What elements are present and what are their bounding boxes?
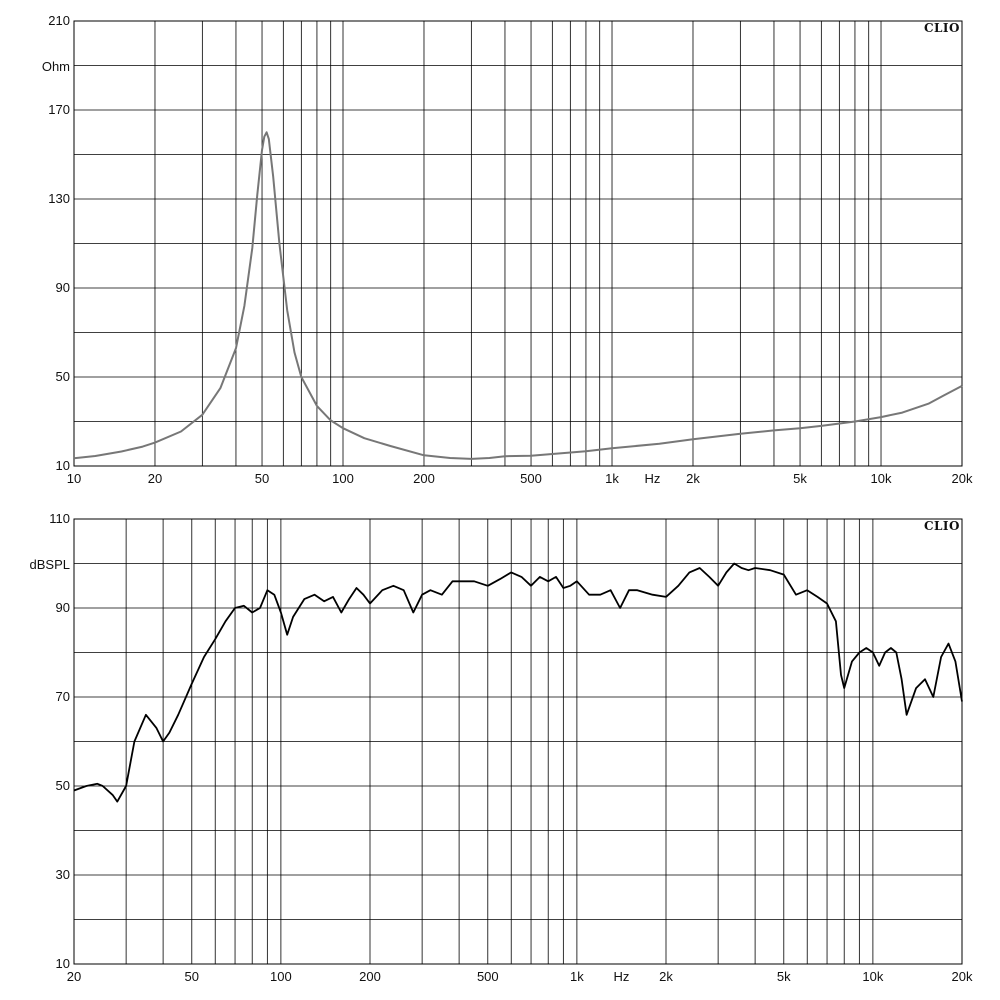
y-tick-label: 10 (56, 458, 70, 473)
y-tick-label: 90 (56, 280, 70, 295)
spl-brand-label: CLIO (924, 519, 960, 533)
x-tick-label: 10 (67, 471, 81, 486)
x-tick-label: 200 (413, 471, 435, 486)
x-tick-label: 5k (777, 969, 791, 984)
spl-y-axis-label: dBSPL (30, 557, 70, 572)
spl-y-tick-labels: 10 30 50 70 90 110 (49, 511, 70, 971)
y-tick-label: 90 (56, 600, 70, 615)
x-tick-label: 10k (871, 471, 892, 486)
x-tick-label: 100 (332, 471, 354, 486)
x-tick-label: 500 (520, 471, 542, 486)
x-tick-label: 10k (862, 969, 883, 984)
y-tick-label: 170 (48, 102, 70, 117)
impedance-brand-label: CLIO (924, 21, 960, 35)
x-tick-label: 2k (686, 471, 700, 486)
y-tick-label: 210 (48, 13, 70, 28)
x-tick-label: 1k (570, 969, 584, 984)
y-tick-label: 130 (48, 191, 70, 206)
x-tick-label: 50 (255, 471, 269, 486)
spl-horizontal-grid (74, 563, 962, 920)
impedance-y-axis-label: Ohm (42, 59, 70, 74)
y-tick-label: 50 (56, 369, 70, 384)
x-tick-label: 2k (659, 969, 673, 984)
x-tick-label: 50 (185, 969, 199, 984)
x-tick-label: 20 (148, 471, 162, 486)
x-tick-label: 200 (359, 969, 381, 984)
x-tick-label: 20k (952, 969, 973, 984)
impedance-series-line (73, 131, 963, 460)
impedance-x-axis-label: Hz (645, 471, 661, 486)
impedance-plot-frame (73, 20, 963, 467)
x-tick-label: 100 (270, 969, 292, 984)
impedance-vertical-grid (154, 21, 882, 466)
impedance-chart: 10 50 90 130 170 210 10 20 50 100 200 500 1k 2k 5k 10k… (42, 13, 973, 486)
impedance-x-tick-labels: 10 20 50 100 200 500 1k 2k 5k 10k 20k (67, 471, 973, 486)
spl-series-line (73, 562, 963, 803)
x-tick-label: 20k (952, 471, 973, 486)
spl-x-tick-labels: 20 50 100 200 500 1k 2k 5k 10k 20k (67, 969, 973, 984)
x-tick-label: 20 (67, 969, 81, 984)
y-tick-label: 110 (49, 511, 70, 526)
impedance-y-tick-labels: 10 50 90 130 170 210 (48, 13, 70, 473)
x-tick-label: 500 (477, 969, 499, 984)
spl-x-axis-label: Hz (613, 969, 629, 984)
y-tick-label: 30 (56, 867, 70, 882)
y-tick-label: 10 (56, 956, 70, 971)
y-tick-label: 50 (56, 778, 70, 793)
x-tick-label: 1k (605, 471, 619, 486)
x-tick-label: 5k (793, 471, 807, 486)
spl-plot-frame (73, 518, 963, 965)
y-tick-label: 70 (56, 689, 70, 704)
impedance-horizontal-grid (74, 65, 962, 422)
